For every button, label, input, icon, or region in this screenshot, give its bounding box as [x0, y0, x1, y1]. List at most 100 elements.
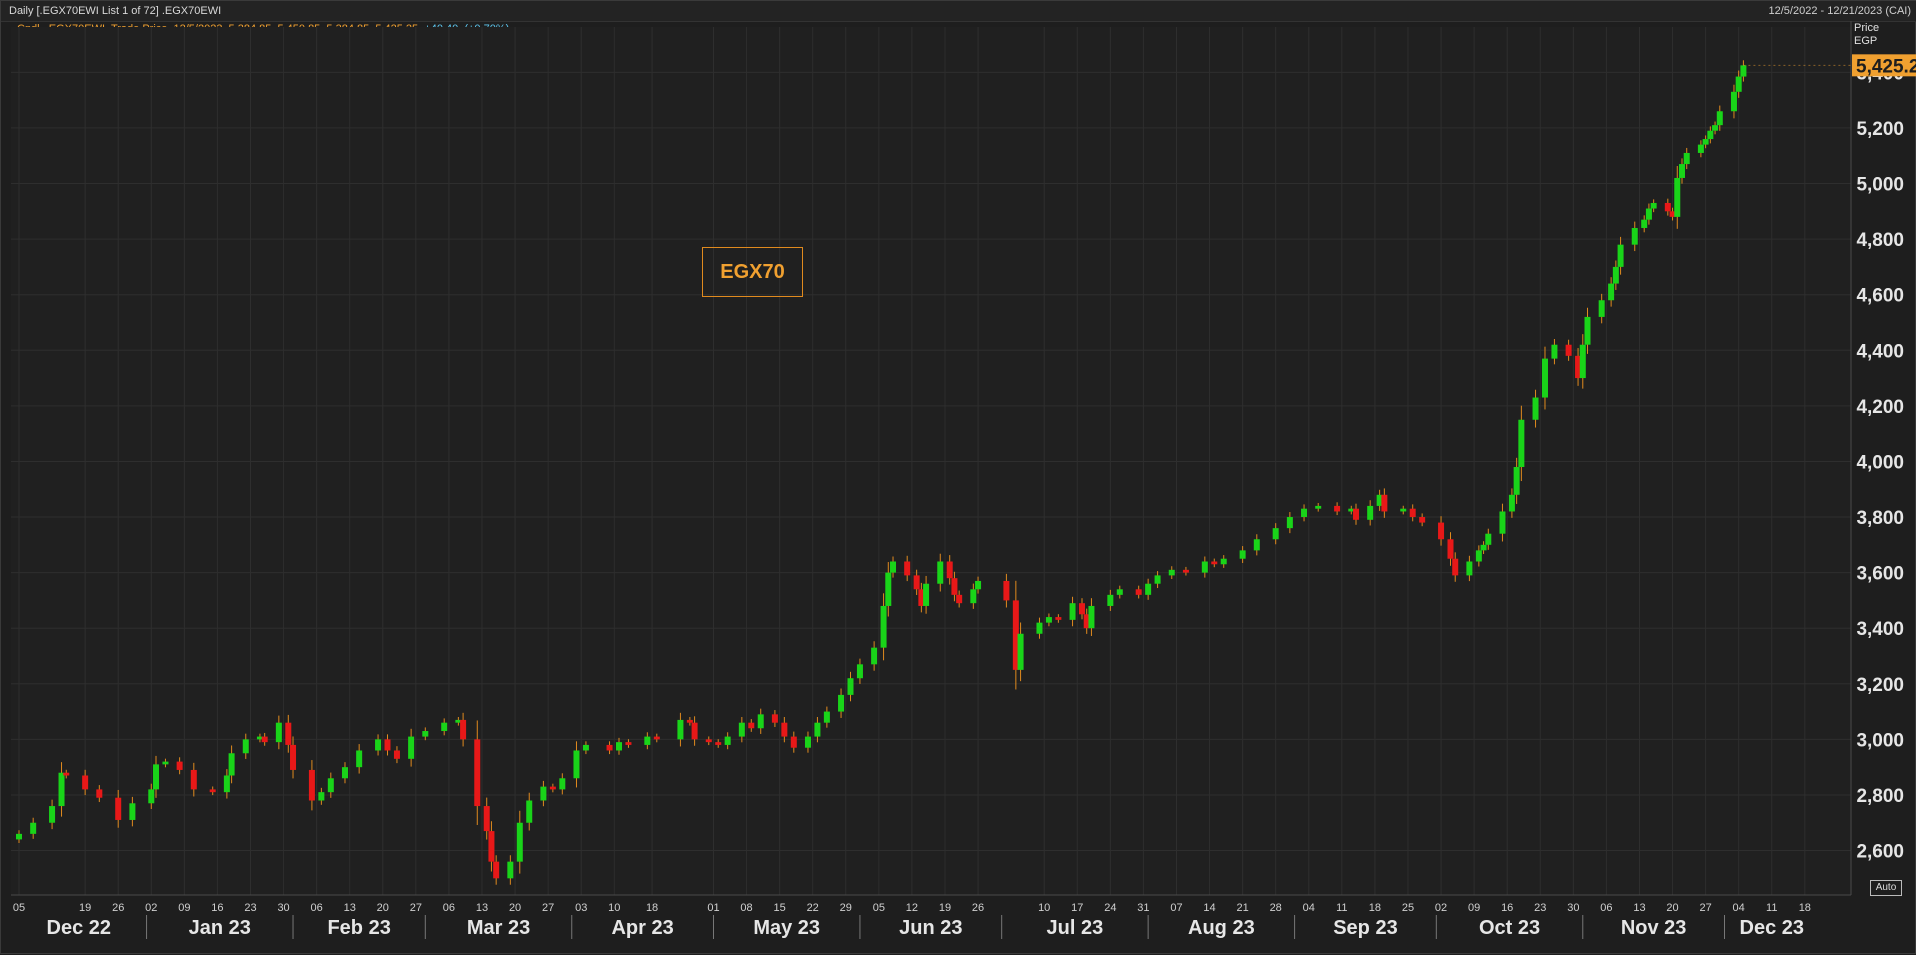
candle-body: [460, 719, 467, 740]
candle-body: [493, 861, 500, 879]
candle-body: [223, 775, 230, 793]
candle-body: [318, 792, 325, 801]
candle-body: [308, 769, 315, 801]
candle-body: [1518, 419, 1525, 467]
x-month-label: Apr 23: [611, 917, 673, 939]
candle-body: [748, 722, 755, 729]
chart-annotation-box[interactable]: EGX70: [702, 247, 803, 297]
candle-body: [616, 742, 622, 751]
candle-body: [573, 750, 580, 779]
candle-body: [1419, 517, 1426, 523]
x-day-tick-label: 29: [840, 902, 852, 914]
x-day-tick-label: 13: [1633, 902, 1645, 914]
candle-body: [970, 589, 977, 604]
x-day-tick-label: 19: [939, 902, 951, 914]
candle-body: [705, 739, 712, 743]
candle-body: [162, 761, 169, 765]
candle-body: [1400, 508, 1407, 512]
candle-body: [1598, 300, 1605, 317]
candle-body: [1253, 539, 1260, 551]
last-price-marker: [1852, 54, 1916, 77]
x-day-tick-label: 24: [1104, 902, 1116, 914]
candle-body: [63, 772, 70, 776]
x-day-tick-label: 26: [112, 902, 124, 914]
last-price-label: 5,425.25: [1856, 56, 1916, 77]
candle-body: [582, 744, 589, 751]
auto-scale-button[interactable]: Auto: [1870, 880, 1902, 896]
x-day-tick-label: 06: [1600, 902, 1612, 914]
x-day-tick-label: 20: [509, 902, 521, 914]
candle-body: [937, 561, 944, 584]
candle-body: [790, 736, 797, 748]
candle-body: [951, 578, 958, 595]
candle-body: [1565, 344, 1572, 356]
candle-body: [209, 789, 216, 793]
candle-body: [1532, 397, 1539, 420]
x-day-tick-label: 28: [1270, 902, 1282, 914]
x-day-tick-label: 08: [740, 902, 752, 914]
x-day-tick-label: 27: [1699, 902, 1711, 914]
candle-body: [559, 778, 566, 790]
candle-body: [975, 580, 982, 590]
candle-body: [1315, 505, 1322, 509]
x-day-tick-label: 27: [542, 902, 554, 914]
candle-body: [261, 736, 268, 743]
candle-body: [526, 800, 533, 823]
candle-body: [625, 742, 632, 745]
candle-body: [738, 722, 745, 737]
candle-body: [1012, 600, 1019, 670]
x-day-tick-label: 04: [1733, 902, 1745, 914]
candle-body: [1088, 605, 1095, 629]
y-tick-label: 3,400: [1856, 619, 1904, 640]
candle-body: [408, 736, 415, 759]
candle-body: [1367, 505, 1374, 520]
x-day-tick-label: 09: [178, 902, 190, 914]
candle-body: [1447, 539, 1454, 559]
x-day-tick-label: 06: [311, 902, 323, 914]
candle-body: [327, 778, 334, 793]
candle-body: [814, 722, 821, 737]
candle-body: [1381, 494, 1388, 512]
candle-body: [1551, 344, 1558, 359]
x-day-tick-label: 30: [277, 902, 289, 914]
candle-body: [16, 833, 22, 840]
candle-body: [771, 714, 778, 723]
x-day-tick-label: 26: [972, 902, 984, 914]
x-day-tick-label: 20: [377, 902, 389, 914]
candle-body: [1697, 144, 1704, 153]
x-day-tick-label: 10: [1038, 902, 1050, 914]
x-month-label: Dec 23: [1740, 917, 1805, 939]
candle-body: [1353, 508, 1360, 520]
x-day-tick-label: 06: [443, 902, 455, 914]
candle-body: [1674, 177, 1681, 217]
candle-body: [422, 731, 429, 737]
x-day-tick-label: 25: [1402, 902, 1414, 914]
x-day-tick-label: 15: [774, 902, 786, 914]
x-month-label: Feb 23: [327, 917, 390, 939]
x-day-tick-label: 18: [646, 902, 658, 914]
x-day-tick-label: 22: [807, 902, 819, 914]
x-month-label: May 23: [753, 917, 820, 939]
x-month-label: Nov 23: [1621, 917, 1687, 939]
candle-body: [1730, 91, 1737, 112]
candle-body: [275, 722, 282, 743]
x-day-tick-label: 13: [344, 902, 356, 914]
candle-body: [129, 803, 136, 820]
candle-body: [1716, 111, 1723, 126]
candle-body: [228, 753, 235, 776]
candle-body: [1735, 76, 1742, 92]
candle-body: [483, 806, 490, 832]
candle-body: [838, 694, 845, 712]
candle-body: [290, 744, 297, 770]
y-tick-label: 4,200: [1856, 397, 1904, 418]
x-day-tick-label: 16: [1501, 902, 1513, 914]
candle-body: [1480, 544, 1487, 551]
x-day-tick-label: 18: [1799, 902, 1811, 914]
candle-body: [1168, 569, 1175, 576]
price-axis-label: Price: [1854, 22, 1880, 34]
candle-body: [455, 719, 462, 723]
candle-body: [871, 647, 878, 665]
candle-body: [1107, 594, 1114, 606]
